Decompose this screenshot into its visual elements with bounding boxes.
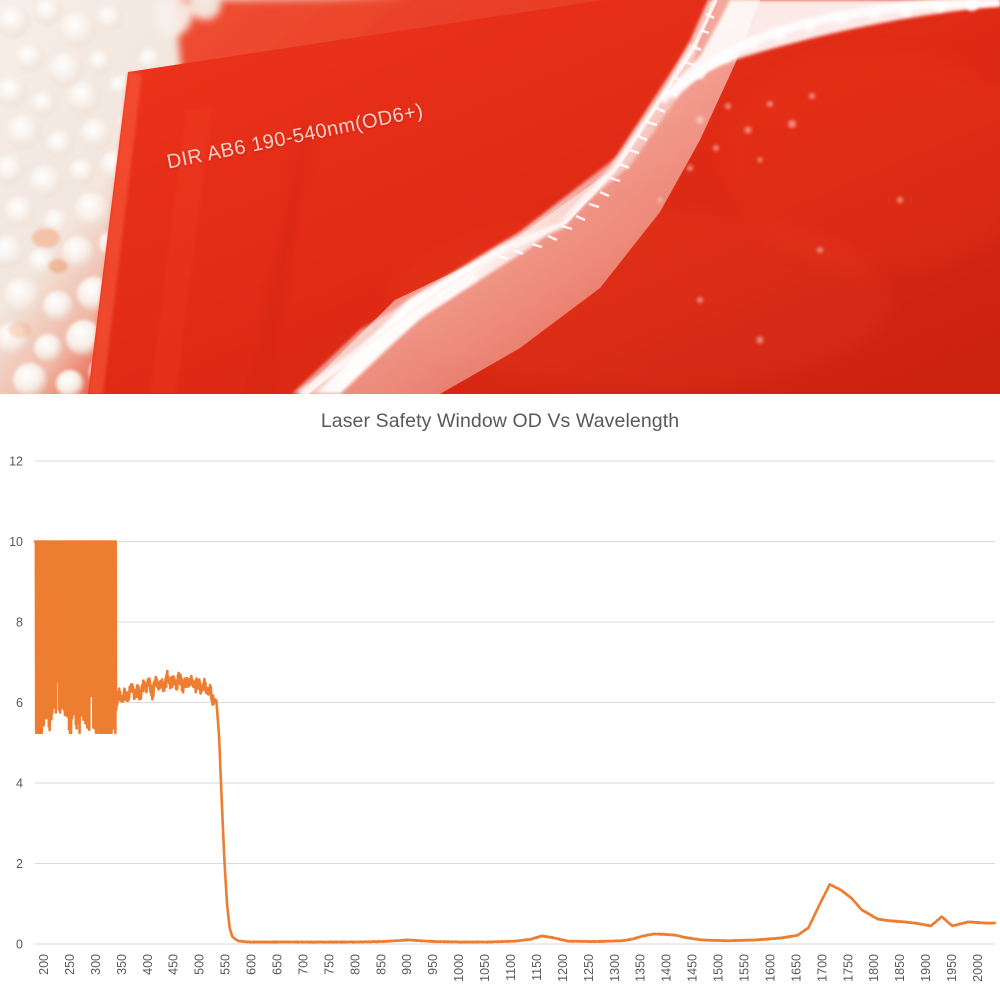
x-tick-1500: 1500 bbox=[712, 954, 726, 982]
x-tick-1650: 1650 bbox=[789, 954, 803, 982]
x-tick-2000: 2000 bbox=[971, 954, 985, 982]
x-tick-1150: 1150 bbox=[530, 954, 544, 981]
x-tick-550: 550 bbox=[219, 954, 233, 975]
x-tick-500: 500 bbox=[193, 954, 207, 975]
od-trace bbox=[33, 540, 997, 944]
x-tick-450: 450 bbox=[167, 954, 181, 975]
x-tick-1550: 1550 bbox=[738, 954, 752, 982]
chart-panel: Laser Safety Window OD Vs Wavelength 0 2 4… bbox=[0, 394, 1000, 1000]
x-tick-1750: 1750 bbox=[841, 954, 855, 982]
product-photo-illustration bbox=[0, 0, 1000, 394]
chart-title: Laser Safety Window OD Vs Wavelength bbox=[320, 410, 680, 432]
y-tick-8: 8 bbox=[16, 616, 23, 630]
x-tick-800: 800 bbox=[348, 954, 362, 975]
x-tick-1400: 1400 bbox=[660, 954, 674, 982]
x-tick-1900: 1900 bbox=[919, 954, 933, 982]
x-tick-1450: 1450 bbox=[686, 954, 700, 982]
x-tick-700: 700 bbox=[296, 954, 310, 975]
x-tick-850: 850 bbox=[374, 954, 388, 975]
y-tick-4: 4 bbox=[16, 777, 23, 791]
y-axis-tick-labels: 0 2 4 6 8 10 12 bbox=[9, 455, 23, 952]
x-tick-1050: 1050 bbox=[478, 954, 492, 982]
x-tick-200: 200 bbox=[37, 954, 51, 975]
y-tick-10: 10 bbox=[9, 535, 23, 549]
x-tick-900: 900 bbox=[400, 954, 414, 975]
x-tick-1950: 1950 bbox=[945, 954, 959, 982]
x-tick-750: 750 bbox=[322, 954, 336, 975]
x-tick-350: 350 bbox=[115, 954, 129, 975]
film-torn-edge bbox=[297, 0, 718, 394]
x-tick-1350: 1350 bbox=[634, 954, 648, 982]
y-tick-2: 2 bbox=[16, 857, 23, 871]
x-tick-600: 600 bbox=[245, 954, 259, 975]
y-tick-6: 6 bbox=[16, 696, 23, 710]
x-tick-1850: 1850 bbox=[893, 954, 907, 982]
x-tick-300: 300 bbox=[89, 954, 103, 975]
x-tick-1700: 1700 bbox=[815, 954, 829, 982]
od-series-line bbox=[33, 540, 997, 944]
x-tick-1600: 1600 bbox=[763, 954, 777, 982]
x-tick-650: 650 bbox=[270, 954, 284, 975]
protective-film bbox=[300, 0, 760, 394]
x-tick-1000: 1000 bbox=[452, 954, 466, 982]
od-vs-wavelength-chart: 0 2 4 6 8 10 12 200 250 300 350 400 450 500 550 600 650… bbox=[9, 455, 997, 982]
x-tick-1800: 1800 bbox=[867, 954, 881, 982]
x-tick-250: 250 bbox=[63, 954, 77, 975]
x-axis-tick-labels: 200 250 300 350 400 450 500 550 600 650 700 750 800 8… bbox=[37, 954, 985, 982]
frosted-top-edge bbox=[657, 0, 1000, 344]
chart-gridlines bbox=[35, 460, 995, 945]
x-tick-1250: 1250 bbox=[582, 954, 596, 982]
x-tick-400: 400 bbox=[141, 954, 155, 975]
y-tick-12: 12 bbox=[9, 455, 23, 469]
x-tick-1100: 1100 bbox=[504, 954, 518, 981]
x-tick-950: 950 bbox=[426, 954, 440, 975]
y-tick-0: 0 bbox=[16, 938, 23, 952]
x-tick-1200: 1200 bbox=[556, 954, 570, 982]
product-photo: DIR AB6 190-540nm(OD6+) bbox=[0, 0, 1000, 394]
x-tick-1300: 1300 bbox=[608, 954, 622, 982]
